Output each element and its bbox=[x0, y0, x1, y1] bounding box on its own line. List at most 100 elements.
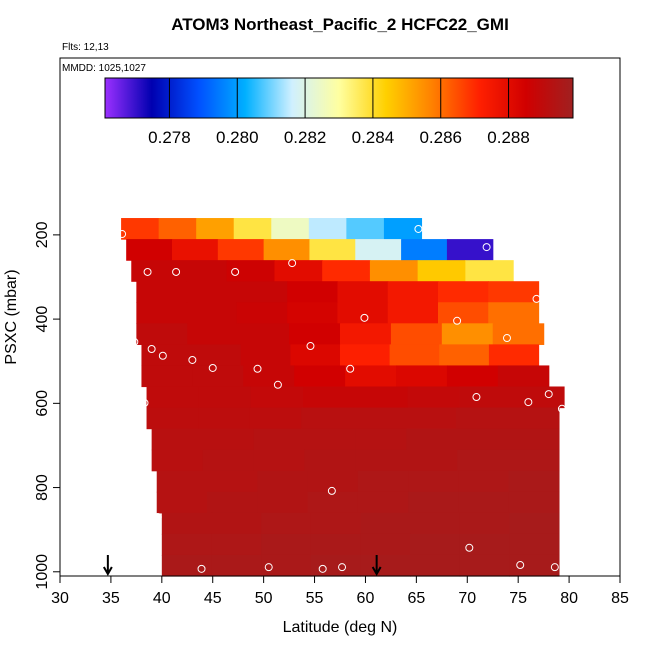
heat-cell bbox=[198, 386, 252, 409]
heat-cell bbox=[404, 407, 457, 430]
heat-cell bbox=[390, 323, 443, 345]
sample-point bbox=[346, 364, 355, 373]
heat-cell bbox=[301, 407, 354, 430]
sample-point bbox=[453, 316, 462, 325]
heat-cell bbox=[337, 281, 389, 303]
heat-cell bbox=[253, 428, 305, 451]
sample-point bbox=[516, 561, 525, 570]
heat-cell bbox=[253, 449, 305, 472]
heat-cell bbox=[141, 365, 193, 388]
sample-point bbox=[147, 345, 156, 354]
heat-cell bbox=[488, 302, 540, 324]
sample-point bbox=[465, 543, 474, 552]
sample-point bbox=[153, 513, 162, 522]
heat-cell bbox=[352, 407, 405, 430]
heat-cell bbox=[458, 470, 510, 493]
heat-cell bbox=[340, 323, 392, 345]
heat-cell bbox=[369, 260, 419, 282]
heat-cell bbox=[151, 449, 204, 472]
x-tick-label: 80 bbox=[560, 590, 578, 607]
heat-cell bbox=[360, 554, 411, 577]
colorbar-tick-label: 0.288 bbox=[487, 128, 530, 147]
heat-cell bbox=[508, 449, 560, 472]
colorbar-tick-label: 0.278 bbox=[148, 128, 191, 147]
heat-cell bbox=[126, 239, 173, 261]
heat-cell bbox=[458, 491, 510, 514]
x-tick-label: 40 bbox=[153, 590, 171, 607]
heat-cell bbox=[211, 512, 262, 535]
heat-cell bbox=[233, 218, 272, 240]
sample-point bbox=[524, 398, 533, 407]
heat-cell bbox=[441, 323, 494, 345]
heat-cell bbox=[186, 281, 238, 303]
chart-title: ATOM3 Northeast_Pacific_2 HCFC22_GMI bbox=[171, 15, 509, 34]
sample-point bbox=[118, 230, 127, 239]
heat-cell bbox=[226, 260, 276, 282]
sample-point bbox=[152, 545, 161, 554]
heat-cell bbox=[355, 449, 407, 472]
heat-cell bbox=[459, 554, 510, 577]
heat-cell bbox=[136, 281, 188, 303]
sample-point bbox=[253, 364, 262, 373]
heat-cell bbox=[307, 491, 359, 514]
heat-cell bbox=[274, 260, 323, 282]
y-tick-label: 800 bbox=[34, 474, 51, 501]
y-tick-label: 600 bbox=[34, 390, 51, 417]
heat-cell bbox=[121, 218, 160, 240]
heat-cell bbox=[417, 260, 466, 282]
heat-cell bbox=[457, 428, 509, 451]
heat-cell bbox=[186, 302, 238, 324]
position-arrow bbox=[102, 555, 113, 577]
heat-cell bbox=[401, 239, 448, 261]
heat-cell bbox=[308, 218, 347, 240]
x-tick-label: 50 bbox=[255, 590, 273, 607]
heat-cell bbox=[217, 239, 265, 261]
sample-point bbox=[288, 259, 297, 268]
sample-point bbox=[208, 363, 217, 372]
sample-point bbox=[188, 355, 197, 364]
heat-cell bbox=[360, 512, 411, 535]
heat-cell bbox=[407, 386, 461, 409]
heat-cell bbox=[307, 470, 359, 493]
sample-point bbox=[197, 564, 206, 573]
heat-cell bbox=[310, 554, 361, 577]
heat-cell bbox=[492, 323, 545, 345]
heat-cell bbox=[383, 218, 423, 240]
heat-cell bbox=[303, 386, 356, 409]
heat-cell bbox=[387, 281, 439, 303]
heat-cell bbox=[146, 407, 199, 430]
heat-cell bbox=[271, 218, 310, 240]
sample-point bbox=[273, 380, 282, 389]
plot-frame bbox=[59, 57, 621, 577]
flights-label: Flts: 12,13 bbox=[62, 42, 109, 53]
heat-cell bbox=[211, 554, 262, 577]
heat-cell bbox=[387, 302, 439, 324]
sample-point bbox=[414, 224, 423, 233]
heat-cell bbox=[156, 470, 208, 493]
sample-point bbox=[158, 351, 167, 360]
heat-cell bbox=[438, 281, 489, 303]
y-tick-label: 200 bbox=[34, 221, 51, 248]
heat-cell bbox=[459, 512, 510, 535]
heat-cell bbox=[410, 512, 461, 535]
heat-cell bbox=[408, 491, 459, 514]
heat-cell bbox=[250, 386, 304, 409]
y-axis-label: PSXC (mbar) bbox=[3, 269, 20, 364]
heat-cell bbox=[290, 344, 341, 367]
heat-cell bbox=[410, 533, 461, 556]
heat-cell bbox=[322, 260, 371, 282]
heat-cell bbox=[406, 428, 458, 451]
heat-cell bbox=[161, 533, 213, 556]
heat-cell bbox=[257, 491, 309, 514]
heat-cell bbox=[310, 533, 361, 556]
sample-point bbox=[550, 563, 559, 572]
heat-cell bbox=[161, 554, 213, 577]
heat-cell bbox=[508, 428, 560, 451]
y-tick-label: 400 bbox=[34, 306, 51, 333]
sample-point bbox=[143, 267, 152, 276]
heat-cell bbox=[263, 239, 311, 261]
x-tick-label: 45 bbox=[204, 590, 222, 607]
heat-cell bbox=[439, 344, 490, 367]
heat-cell bbox=[236, 302, 288, 324]
